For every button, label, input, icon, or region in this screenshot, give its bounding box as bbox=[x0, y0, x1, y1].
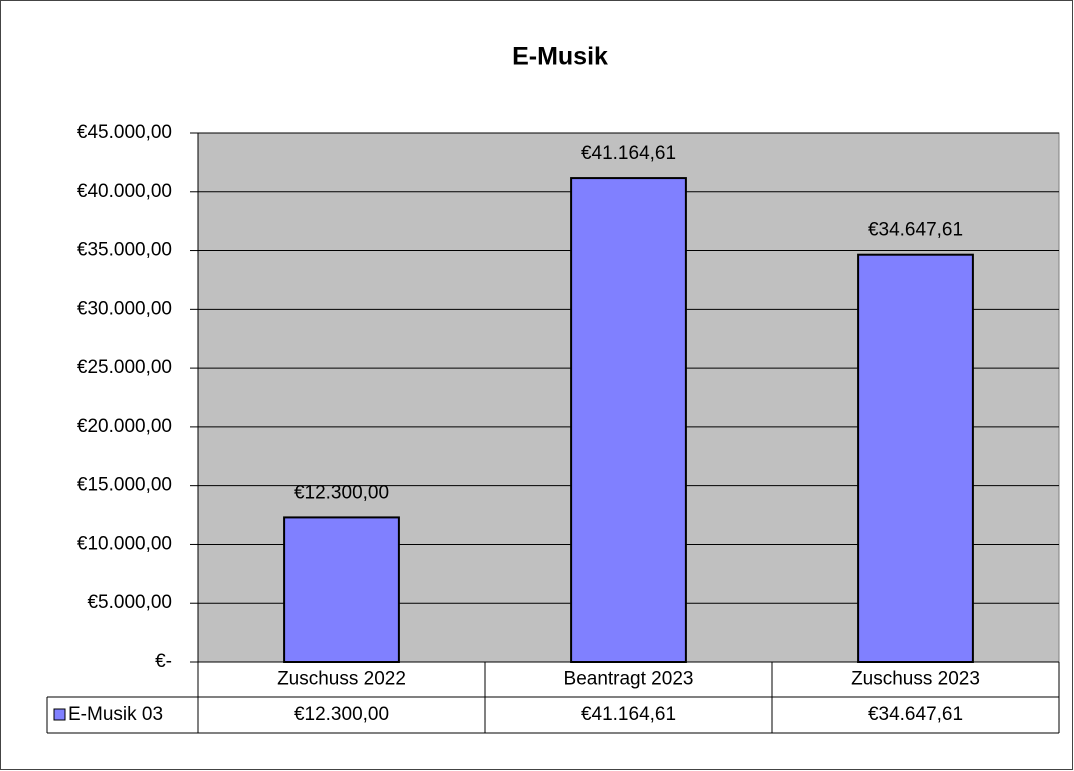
bar bbox=[283, 516, 400, 664]
table-value: €12.300,00 bbox=[294, 704, 389, 725]
y-tick-label: €15.000,00 bbox=[77, 475, 172, 496]
data-label: €12.300,00 bbox=[294, 482, 389, 503]
x-tick-label: Zuschuss 2023 bbox=[851, 669, 980, 690]
y-tick-label: €45.000,00 bbox=[77, 122, 172, 143]
y-tick-label: €40.000,00 bbox=[77, 181, 172, 202]
y-tick-label: €20.000,00 bbox=[77, 416, 172, 437]
y-tick-label: €35.000,00 bbox=[77, 240, 172, 261]
y-tick-label: €10.000,00 bbox=[77, 533, 172, 554]
data-label: €34.647,61 bbox=[868, 220, 963, 241]
legend-swatch bbox=[53, 708, 66, 721]
table-value: €41.164,61 bbox=[581, 704, 676, 725]
x-tick-label: Zuschuss 2022 bbox=[277, 669, 406, 690]
data-label: €41.164,61 bbox=[581, 143, 676, 164]
y-tick-label: €5.000,00 bbox=[87, 592, 172, 613]
y-tick-label: €- bbox=[155, 651, 172, 672]
table-value: €34.647,61 bbox=[868, 704, 963, 725]
y-tick-label: €30.000,00 bbox=[77, 298, 172, 319]
bar bbox=[857, 253, 974, 663]
legend-label: E-Musik 03 bbox=[68, 704, 163, 725]
bar bbox=[570, 177, 687, 664]
x-tick-label: Beantragt 2023 bbox=[564, 669, 694, 690]
chart-title: E-Musik bbox=[512, 43, 608, 71]
y-tick-label: €25.000,00 bbox=[77, 357, 172, 378]
